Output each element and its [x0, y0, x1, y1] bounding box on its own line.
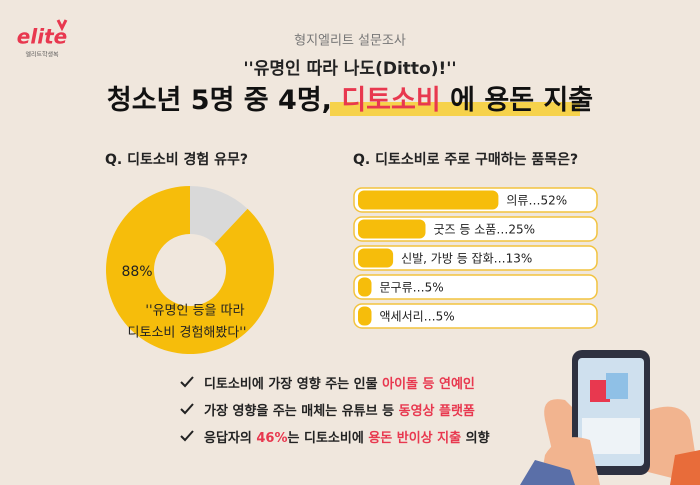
value-label: 액세서리…5% — [380, 310, 455, 324]
chart-title: Q. 디토소비로 주로 구매하는 품목은? — [353, 151, 578, 168]
annotation: 디토소비 경험해봤다'' — [128, 326, 247, 341]
bullet-part: 동영상 플랫폼 — [399, 403, 475, 419]
donut-slice — [190, 186, 248, 244]
subtitle: ''유명인 따라 나도(Ditto)!'' — [243, 59, 456, 79]
bar — [358, 248, 394, 268]
bullet-part: 는 디토소비에 — [288, 430, 369, 446]
donut-slice — [106, 186, 275, 355]
bar — [358, 277, 372, 297]
logo-tagline: 엘리트학생복 — [25, 51, 59, 59]
logo-brand: elite — [17, 25, 67, 49]
bar — [358, 306, 372, 326]
value-label: 의류…52% — [506, 194, 567, 208]
bullet-part: 46% — [256, 431, 287, 446]
check — [180, 403, 194, 415]
bullet-part: 가장 영향을 주는 매체는 유튜브 등 — [204, 403, 399, 419]
title-part: 에 용돈 지출 — [441, 85, 593, 116]
bullet-part: 아이돌 등 연예인 — [382, 376, 475, 392]
title-highlight — [330, 102, 580, 116]
logo-mark — [56, 19, 68, 32]
title-part: 디토소비 — [341, 85, 440, 116]
check — [180, 430, 194, 442]
value-label: 88% — [121, 264, 152, 280]
bullet-part: 디토소비에 가장 영향 주는 인물 — [204, 376, 382, 392]
bar — [358, 219, 426, 239]
bullet: 응답자의 46%는 디토소비에 용돈 반이상 지출 의향 — [204, 430, 490, 446]
bullet: 디토소비에 가장 영향 주는 인물 아이돌 등 연예인 — [204, 376, 475, 392]
phone-illustration — [520, 350, 700, 485]
bullet-part: 용돈 반이상 지출 — [368, 430, 461, 446]
bullet-part: 응답자의 — [204, 430, 256, 446]
chart-title: Q. 디토소비 경험 유무? — [105, 151, 248, 168]
value-label: 문구류…5% — [380, 281, 444, 295]
title-part: 청소년 5명 중 4명, — [107, 85, 341, 116]
kicker: 형지엘리트 설문조사 — [294, 34, 406, 49]
bar — [358, 190, 499, 210]
bar-frame — [353, 274, 598, 300]
bar-frame — [353, 303, 598, 329]
value-label: 신발, 가방 등 잡화…13% — [401, 252, 532, 266]
value-label: 굿즈 등 소품…25% — [434, 223, 536, 237]
bar-frame — [353, 245, 598, 271]
bullet-part: 의향 — [461, 430, 489, 446]
bullets: 디토소비에 가장 영향 주는 인물 아이돌 등 연예인 가장 영향을 주는 매체… — [180, 376, 490, 446]
check — [180, 376, 194, 388]
title: 청소년 5명 중 4명, 디토소비 에 용돈 지출 — [107, 85, 593, 116]
bullet: 가장 영향을 주는 매체는 유튜브 등 동영상 플랫폼 — [204, 403, 475, 419]
annotation: ''유명인 등을 따라 — [145, 304, 244, 319]
